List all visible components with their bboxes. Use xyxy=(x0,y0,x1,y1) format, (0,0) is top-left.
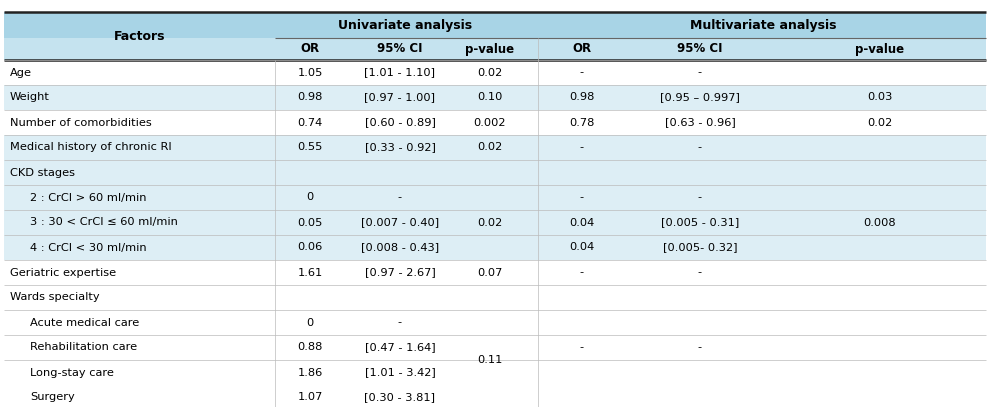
Text: 0: 0 xyxy=(306,317,314,328)
Text: 0.88: 0.88 xyxy=(297,343,323,352)
Text: [1.01 - 1.10]: [1.01 - 1.10] xyxy=(364,68,436,77)
Text: -: - xyxy=(580,343,584,352)
Text: OR: OR xyxy=(572,42,592,55)
Text: 0.10: 0.10 xyxy=(477,92,503,103)
Bar xyxy=(4,12,986,38)
Text: CKD stages: CKD stages xyxy=(10,168,75,177)
Text: Acute medical care: Acute medical care xyxy=(30,317,140,328)
Text: [0.95 – 0.997]: [0.95 – 0.997] xyxy=(660,92,740,103)
Text: Age: Age xyxy=(10,68,32,77)
Bar xyxy=(4,335,986,360)
Text: 0.02: 0.02 xyxy=(477,68,503,77)
Text: p-value: p-value xyxy=(855,42,905,55)
Text: [0.33 - 0.92]: [0.33 - 0.92] xyxy=(364,142,436,153)
Text: 1.07: 1.07 xyxy=(297,392,323,403)
Text: -: - xyxy=(698,267,702,278)
Text: Number of comorbidities: Number of comorbidities xyxy=(10,118,151,127)
Bar xyxy=(4,360,986,385)
Text: -: - xyxy=(580,142,584,153)
Text: [0.30 - 3.81]: [0.30 - 3.81] xyxy=(364,392,436,403)
Text: 0.02: 0.02 xyxy=(477,142,503,153)
Text: OR: OR xyxy=(300,42,320,55)
Bar xyxy=(4,110,986,135)
Text: 1.05: 1.05 xyxy=(297,68,323,77)
Text: Medical history of chronic RI: Medical history of chronic RI xyxy=(10,142,171,153)
Bar xyxy=(4,285,986,310)
Text: Weight: Weight xyxy=(10,92,50,103)
Text: 95% CI: 95% CI xyxy=(677,42,723,55)
Text: -: - xyxy=(698,193,702,203)
Text: 0.98: 0.98 xyxy=(297,92,323,103)
Bar xyxy=(4,60,986,85)
Text: [0.97 - 1.00]: [0.97 - 1.00] xyxy=(364,92,436,103)
Text: 0.03: 0.03 xyxy=(867,92,893,103)
Text: Rehabilitation care: Rehabilitation care xyxy=(30,343,138,352)
Text: 0.11: 0.11 xyxy=(477,355,503,365)
Text: Multivariate analysis: Multivariate analysis xyxy=(690,18,837,31)
Text: [0.005 - 0.31]: [0.005 - 0.31] xyxy=(661,217,740,228)
Text: -: - xyxy=(398,193,402,203)
Text: [0.005- 0.32]: [0.005- 0.32] xyxy=(662,243,738,252)
Text: [0.007 - 0.40]: [0.007 - 0.40] xyxy=(361,217,439,228)
Text: 0: 0 xyxy=(306,193,314,203)
Text: Univariate analysis: Univariate analysis xyxy=(338,18,472,31)
Text: 3 : 30 < CrCl ≤ 60 ml/min: 3 : 30 < CrCl ≤ 60 ml/min xyxy=(30,217,178,228)
Bar xyxy=(4,38,986,60)
Text: -: - xyxy=(398,317,402,328)
Bar xyxy=(4,160,986,185)
Text: 0.74: 0.74 xyxy=(297,118,323,127)
Text: Factors: Factors xyxy=(114,29,165,42)
Text: 1.61: 1.61 xyxy=(297,267,323,278)
Text: [0.47 - 1.64]: [0.47 - 1.64] xyxy=(364,343,436,352)
Text: 0.78: 0.78 xyxy=(569,118,595,127)
Bar xyxy=(4,310,986,335)
Text: 0.008: 0.008 xyxy=(863,217,896,228)
Text: 0.02: 0.02 xyxy=(477,217,503,228)
Bar xyxy=(4,85,986,110)
Text: 0.55: 0.55 xyxy=(297,142,323,153)
Text: p-value: p-value xyxy=(465,42,515,55)
Text: 0.98: 0.98 xyxy=(569,92,595,103)
Bar xyxy=(4,185,986,210)
Text: 0.002: 0.002 xyxy=(474,118,506,127)
Text: Long-stay care: Long-stay care xyxy=(30,368,114,378)
Text: 0.04: 0.04 xyxy=(569,243,595,252)
Text: 95% CI: 95% CI xyxy=(377,42,423,55)
Text: 0.07: 0.07 xyxy=(477,267,503,278)
Bar xyxy=(4,210,986,235)
Bar xyxy=(4,385,986,407)
Text: [0.008 - 0.43]: [0.008 - 0.43] xyxy=(361,243,439,252)
Text: -: - xyxy=(580,193,584,203)
Text: -: - xyxy=(580,68,584,77)
Text: -: - xyxy=(698,68,702,77)
Bar xyxy=(4,235,986,260)
Text: 0.04: 0.04 xyxy=(569,217,595,228)
Text: 4 : CrCl < 30 ml/min: 4 : CrCl < 30 ml/min xyxy=(30,243,147,252)
Text: [0.97 - 2.67]: [0.97 - 2.67] xyxy=(364,267,436,278)
Text: [1.01 - 3.42]: [1.01 - 3.42] xyxy=(364,368,436,378)
Text: [0.63 - 0.96]: [0.63 - 0.96] xyxy=(664,118,736,127)
Bar xyxy=(4,260,986,285)
Text: 0.02: 0.02 xyxy=(867,118,893,127)
Text: 1.86: 1.86 xyxy=(297,368,323,378)
Text: -: - xyxy=(580,267,584,278)
Text: -: - xyxy=(698,142,702,153)
Text: 2 : CrCl > 60 ml/min: 2 : CrCl > 60 ml/min xyxy=(30,193,147,203)
Text: [0.60 - 0.89]: [0.60 - 0.89] xyxy=(364,118,436,127)
Text: -: - xyxy=(698,343,702,352)
Text: Wards specialty: Wards specialty xyxy=(10,293,100,302)
Text: Surgery: Surgery xyxy=(30,392,75,403)
Text: Geriatric expertise: Geriatric expertise xyxy=(10,267,116,278)
Bar xyxy=(4,135,986,160)
Text: 0.06: 0.06 xyxy=(297,243,323,252)
Text: 0.05: 0.05 xyxy=(297,217,323,228)
